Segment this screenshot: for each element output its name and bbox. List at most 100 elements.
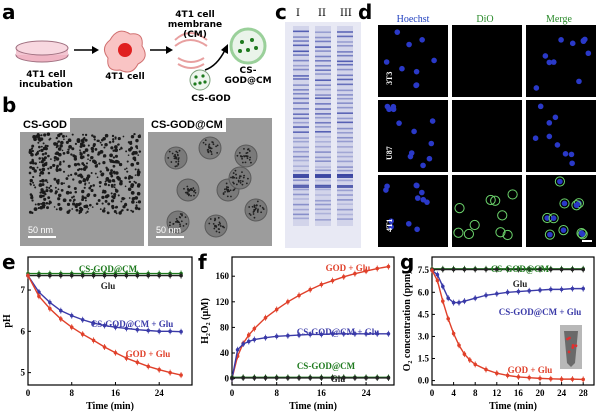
nanoparticle-dot (71, 208, 74, 210)
nanoparticle-dot (251, 205, 254, 208)
gel-band (315, 160, 331, 163)
nanoparticle-dot (89, 184, 93, 188)
nanoparticle-dot (186, 191, 189, 194)
membrane-ring (502, 229, 513, 241)
nucleus-dot (407, 153, 414, 160)
gel-band (315, 136, 331, 138)
nucleus-dot (428, 140, 435, 147)
confocal-image (378, 100, 448, 172)
nanoparticle-dot (45, 161, 48, 164)
nanoparticle-dot (131, 210, 135, 213)
gel-band (293, 92, 309, 95)
data-point (274, 307, 279, 312)
data-point (473, 267, 477, 272)
gel-band (315, 79, 331, 82)
nanoparticle-dot (40, 148, 44, 153)
nucleus-dot (396, 120, 402, 126)
nucleus-dot (537, 103, 544, 110)
nanoparticle-dot (209, 147, 212, 150)
ph-chart: 0 8 16 24 5 6 7 Time (min) pH CS-GOD@CM Glu CS-GOD@… (2, 256, 193, 412)
nanoparticle-dot (76, 204, 78, 206)
nanoparticle-dot (79, 155, 84, 160)
nanoparticle-dot (126, 170, 129, 173)
nanoparticle-dot (81, 195, 84, 198)
nanoparticle-dot (91, 156, 94, 159)
nanoparticle-dot (243, 155, 245, 157)
nanoparticle-dot (262, 208, 265, 210)
nanoparticle-dot (41, 183, 45, 187)
data-point (527, 267, 531, 272)
data-point (375, 266, 380, 271)
row-label-3t3: 3T3 (385, 71, 394, 85)
nanoparticle-dot (226, 195, 229, 198)
data-point (484, 367, 488, 372)
nucleus-dot (406, 41, 412, 48)
nanoparticle-dot (132, 156, 136, 161)
nanoparticle-dot (110, 192, 113, 195)
data-point (559, 287, 564, 292)
nanoparticle-dot (59, 132, 63, 136)
nanoparticle-dot (84, 165, 88, 169)
data-point (505, 373, 510, 378)
nanoparticle-dot (97, 199, 101, 202)
nanoparticle-dot (91, 134, 94, 137)
nanoparticle-dot (209, 218, 212, 220)
nucleus-dot (383, 59, 390, 65)
nanoparticle-dot (214, 217, 216, 220)
nanoparticle-dot (168, 224, 171, 227)
nanoparticle-dot (248, 206, 251, 208)
nanoparticle-dot (186, 192, 189, 195)
nanoparticle-dot (134, 206, 139, 210)
nucleus-dot (542, 53, 549, 59)
nucleus-dot (394, 29, 401, 35)
nanoparticle-dot (84, 182, 87, 185)
gel-band (337, 60, 353, 63)
data-point (446, 296, 450, 300)
nanoparticle-dot (167, 157, 170, 159)
nanoparticle-dot (102, 160, 106, 165)
nanoparticle-dot (96, 163, 99, 166)
nanoparticle-dot (57, 202, 61, 206)
nucleus-dot (547, 231, 553, 238)
gel-band (293, 193, 309, 196)
x-tick-label: 20 (536, 388, 546, 398)
data-point (364, 376, 368, 380)
membrane-ring (453, 227, 464, 238)
nucleus-dot (550, 59, 557, 65)
nanoparticle-dot (99, 141, 102, 144)
data-point (319, 332, 324, 337)
data-point (319, 376, 324, 380)
nanoparticle-dot (193, 194, 195, 197)
nanoparticle-dot (245, 152, 248, 155)
nucleus-dot (390, 103, 397, 110)
nanoparticle-dot (28, 171, 32, 175)
data-point (48, 273, 52, 278)
gel-band (293, 140, 309, 143)
data-point (113, 350, 118, 355)
data-point (484, 293, 488, 298)
y-tick-label: 40 (220, 348, 230, 358)
x-tick-label: 12 (492, 388, 502, 398)
nanoparticle-dot (242, 176, 245, 179)
nanoparticle-dot (207, 145, 210, 147)
nucleus-dot (569, 160, 575, 167)
gel-band (293, 97, 309, 100)
data-point (386, 264, 391, 269)
nanoparticle-dot (31, 211, 34, 214)
nanoparticle-dot (42, 142, 45, 145)
nanoparticle-dot (112, 170, 116, 174)
nanoparticle-dot (204, 139, 207, 142)
nanoparticle-dot (110, 199, 115, 203)
data-point (235, 348, 240, 352)
nanoparticle-dot (60, 140, 64, 145)
nanoparticle-dot (225, 182, 228, 185)
nanoparticle-dot (114, 136, 117, 139)
nanoparticle-dot (248, 158, 251, 161)
nucleus-dot (429, 118, 436, 124)
x-tick-label: 16 (111, 388, 121, 398)
nanoparticle-dot (61, 149, 64, 152)
membrane-ring (577, 229, 588, 240)
y-tick-label: 0 (225, 374, 230, 384)
nanoparticle-dot (49, 137, 52, 140)
nanoparticle-dot (33, 184, 35, 187)
